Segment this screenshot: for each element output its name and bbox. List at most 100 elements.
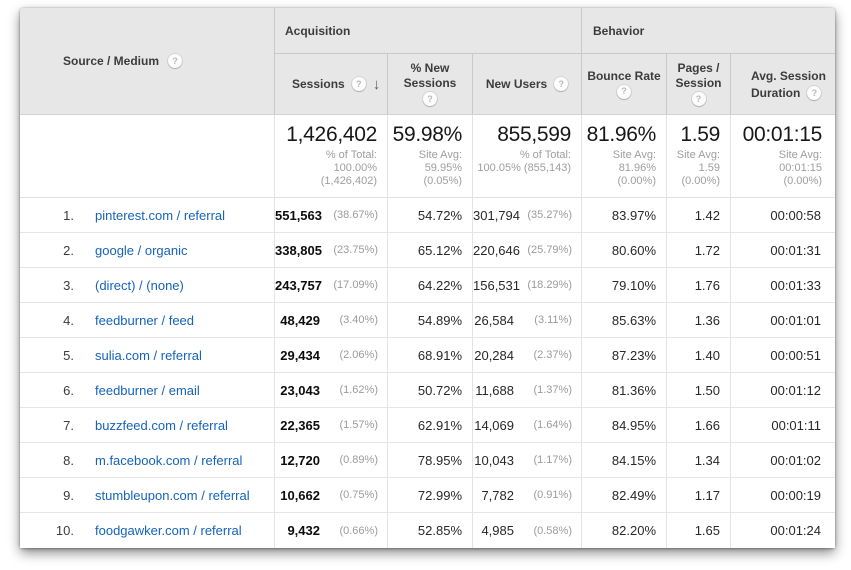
sessions-value: 22,365: [280, 417, 320, 433]
pages-session-cell: 1.17: [667, 478, 731, 512]
source-link[interactable]: google / organic: [95, 242, 188, 258]
new-users-value: 7,782: [481, 487, 514, 503]
new-users-value: 20,284: [474, 347, 514, 363]
new-sessions-value: 64.22%: [417, 277, 462, 293]
sessions-value: 48,429: [280, 312, 320, 328]
column-header-new-users[interactable]: New Users ?: [473, 54, 582, 114]
bounce-rate-cell: 82.20%: [582, 513, 667, 548]
new-sessions-cell: 72.99%: [388, 478, 473, 512]
bounce-rate-cell: 83.97%: [582, 198, 667, 232]
source-link[interactable]: stumbleupon.com / referral: [95, 487, 250, 503]
bounce-rate-total-note: (0.00%): [617, 175, 656, 187]
bounce-rate-value: 87.23%: [611, 347, 656, 363]
table-row: 2. google / organic 338,805 (23.75%) 65.…: [20, 233, 835, 268]
avg-duration-total-note: Site Avg:: [778, 149, 822, 161]
source-link[interactable]: m.facebook.com / referral: [95, 452, 243, 468]
pages-session-cell: 1.40: [667, 338, 731, 372]
help-icon[interactable]: ?: [807, 85, 822, 100]
avg-duration-value: 00:01:01: [770, 312, 821, 328]
new-users-cell: 220,646 (25.79%): [473, 233, 582, 267]
table-row: 4. feedburner / feed 48,429 (3.40%) 54.8…: [20, 303, 835, 338]
bounce-rate-cell: 82.49%: [582, 478, 667, 512]
source-cell: 3. (direct) / (none): [20, 268, 275, 302]
avg-duration-total-note: 00:01:15: [779, 162, 822, 174]
table-row: 6. feedburner / email 23,043 (1.62%) 50.…: [20, 373, 835, 408]
new-users-cell: 4,985 (0.58%): [473, 513, 582, 548]
sessions-cell: 48,429 (3.40%): [275, 303, 388, 337]
source-link[interactable]: pinterest.com / referral: [95, 207, 226, 223]
avg-duration-value: 00:00:19: [770, 487, 821, 503]
summary-avg-session-duration: 00:01:15 Site Avg: 00:01:15 (0.00%): [731, 115, 835, 197]
pages-session-value: 1.76: [694, 277, 720, 293]
help-icon[interactable]: ?: [351, 77, 366, 91]
source-link[interactable]: feedburner / feed: [95, 312, 195, 328]
column-header-pages-session[interactable]: Pages / Session ?: [667, 54, 731, 114]
column-header-avg-session-duration[interactable]: Avg. Session Duration ?: [731, 54, 835, 114]
sessions-total-note: 100.00%: [333, 162, 377, 174]
new-users-percent: (1.37%): [533, 384, 572, 396]
new-users-value: 14,069: [474, 417, 514, 433]
sessions-percent: (17.09%): [333, 279, 378, 291]
new-sessions-total: 59.98%: [392, 123, 463, 146]
pages-session-value: 1.66: [694, 417, 720, 433]
new-users-cell: 156,531 (18.29%): [473, 268, 582, 302]
pages-session-value: 1.65: [694, 523, 720, 538]
sessions-value: 29,434: [280, 347, 320, 363]
sessions-value: 551,563: [275, 207, 322, 223]
column-header-sessions[interactable]: Sessions ? ↓: [275, 54, 388, 114]
bounce-rate-label: Bounce Rate: [587, 68, 661, 83]
new-users-cell: 14,069 (1.64%): [473, 408, 582, 442]
bounce-rate-value: 80.60%: [611, 242, 656, 258]
sessions-total-note: % of Total:: [325, 149, 377, 161]
source-link[interactable]: sulia.com / referral: [95, 347, 202, 363]
new-sessions-cell: 68.91%: [388, 338, 473, 372]
pages-session-total: 1.59: [680, 123, 720, 146]
new-users-value: 156,531: [473, 277, 520, 293]
column-header-bounce-rate[interactable]: Bounce Rate ?: [582, 54, 667, 114]
source-link[interactable]: buzzfeed.com / referral: [95, 417, 228, 433]
avg-duration-cell: 00:01:01: [731, 303, 835, 337]
new-users-total-note: % of Total:: [519, 149, 571, 161]
source-cell: 6. feedburner / email: [20, 373, 275, 407]
sessions-percent: (0.89%): [339, 454, 378, 466]
source-link[interactable]: foodgawker.com / referral: [95, 523, 242, 538]
source-cell: 10. foodgawker.com / referral: [20, 513, 275, 548]
help-icon[interactable]: ?: [168, 54, 183, 68]
summary-pages-session: 1.59 Site Avg: 1.59 (0.00%): [667, 115, 731, 197]
bounce-rate-total-note: Site Avg:: [612, 149, 656, 161]
pages-session-value: 1.40: [694, 347, 720, 363]
new-sessions-total-note: Site Avg:: [418, 149, 462, 161]
new-users-total-note: 100.05% (855,143): [477, 162, 571, 174]
sessions-percent: (38.67%): [333, 209, 378, 221]
new-users-cell: 7,782 (0.91%): [473, 478, 582, 512]
sessions-total: 1,426,402: [286, 123, 377, 146]
source-link[interactable]: (direct) / (none): [95, 277, 184, 293]
bounce-rate-cell: 79.10%: [582, 268, 667, 302]
help-icon[interactable]: ?: [423, 92, 437, 106]
bounce-rate-cell: 84.95%: [582, 408, 667, 442]
source-cell: 7. buzzfeed.com / referral: [20, 408, 275, 442]
source-link[interactable]: feedburner / email: [95, 382, 200, 398]
help-icon[interactable]: ?: [691, 92, 706, 106]
new-users-percent: (25.79%): [527, 244, 572, 256]
sessions-value: 12,720: [280, 452, 320, 468]
bounce-rate-value: 84.95%: [611, 417, 656, 433]
column-header-source-medium[interactable]: Source / Medium ?: [20, 8, 275, 114]
summary-source-empty-cell: [20, 115, 275, 197]
help-icon[interactable]: ?: [617, 84, 631, 99]
pages-session-value: 1.17: [694, 487, 720, 503]
avg-duration-cell: 00:00:51: [731, 338, 835, 372]
sessions-value: 9,432: [287, 523, 320, 538]
sessions-cell: 12,720 (0.89%): [275, 443, 388, 477]
avg-duration-cell: 00:01:24: [731, 513, 835, 548]
bounce-rate-value: 82.20%: [611, 523, 656, 538]
pages-session-total-note: Site Avg:: [676, 149, 720, 161]
pages-session-total-note: 1.59: [698, 162, 720, 174]
column-header-new-sessions[interactable]: % New Sessions ?: [388, 54, 473, 114]
help-icon[interactable]: ?: [554, 77, 569, 91]
sort-descending-icon[interactable]: ↓: [372, 75, 381, 93]
new-users-percent: (18.29%): [527, 279, 572, 291]
avg-duration-cell: 00:01:33: [731, 268, 835, 302]
column-header-row: Sessions ? ↓ % New Sessions ? New Users …: [275, 54, 835, 114]
avg-duration-cell: 00:01:31: [731, 233, 835, 267]
